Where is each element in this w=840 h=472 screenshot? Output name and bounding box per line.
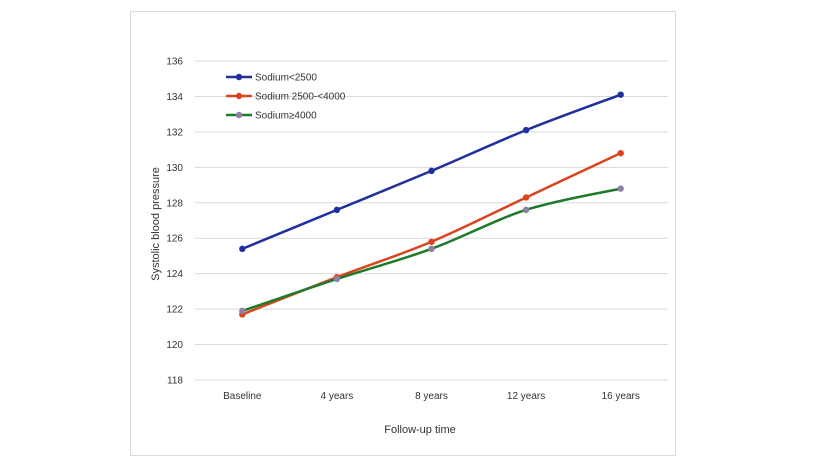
y-tick-label: 122	[166, 305, 183, 316]
y-tick-label: 118	[167, 376, 183, 387]
data-point	[617, 149, 624, 157]
data-point	[428, 167, 435, 175]
data-point	[522, 194, 530, 201]
y-tick-label: 126	[166, 234, 183, 245]
legend-label: Sodium<2500	[255, 73, 317, 84]
x-tick-labels: Baseline 4 years 8 years 12 years 16 years	[223, 391, 640, 402]
data-point	[617, 185, 624, 192]
data-point	[522, 126, 530, 134]
y-axis-label: Systolic blood pressure	[150, 167, 162, 281]
legend-label: Sodium≥4000	[255, 111, 317, 122]
chart-frame	[130, 11, 676, 456]
x-tick-label: 16 years	[602, 391, 640, 402]
y-tick-labels: 118 120 122 124 126 128 130 132 134 136	[166, 57, 183, 387]
x-axis-label: Follow-up time	[384, 424, 456, 436]
y-tick-label: 134	[166, 92, 183, 103]
y-tick-label: 132	[166, 127, 183, 138]
series-line-1	[241, 152, 622, 316]
data-point	[428, 238, 435, 245]
x-tick-label: 12 years	[507, 391, 545, 402]
data-point	[333, 275, 341, 283]
data-point	[617, 91, 624, 98]
series-lines	[241, 93, 622, 316]
legend-label: Sodium 2500-<4000	[255, 92, 346, 103]
y-tick-label: 124	[166, 269, 183, 280]
series-markers	[239, 91, 624, 318]
data-point	[522, 206, 530, 214]
legend-marker	[235, 73, 243, 81]
y-tick-label: 136	[166, 57, 183, 68]
data-point	[333, 206, 341, 214]
data-point	[239, 307, 246, 315]
legend: Sodium<2500 Sodium 2500-<4000 Sodium≥4000	[226, 73, 346, 122]
x-tick-label: 8 years	[415, 391, 448, 402]
legend-marker	[235, 111, 243, 119]
x-tick-label: Baseline	[223, 391, 262, 402]
y-tick-label: 120	[166, 340, 183, 351]
gridlines	[195, 60, 668, 381]
y-tick-label: 128	[166, 198, 183, 209]
data-point	[239, 245, 246, 253]
data-point	[428, 245, 435, 253]
y-tick-label: 130	[166, 163, 183, 174]
x-tick-label: 4 years	[321, 391, 354, 402]
legend-marker	[235, 92, 243, 100]
